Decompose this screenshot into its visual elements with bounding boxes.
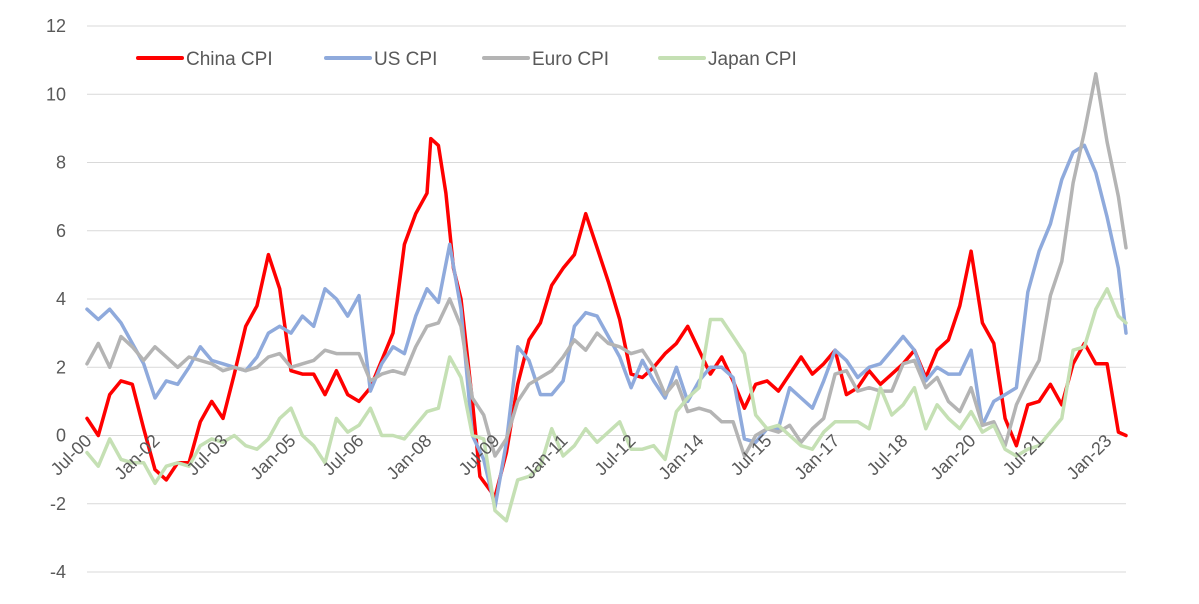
x-tick-label: Jan-08 [382,431,435,484]
series-line-euro-cpi [85,72,1128,458]
series-lines [85,72,1128,523]
series-line-us-cpi [85,143,1128,509]
x-tick-label: Jul-18 [863,431,912,480]
legend-label: US CPI [374,49,437,70]
legend-label: Japan CPI [708,49,797,70]
legend-label: Euro CPI [532,49,609,70]
y-axis: -4 -2 0 2 4 6 8 10 12 [46,16,66,582]
y-tick-label: 8 [56,153,66,173]
x-tick-label: Jan-20 [927,431,980,484]
y-tick-label: 4 [56,289,66,309]
legend: China CPI US CPI Euro CPI Japan CPI [136,49,797,70]
y-tick-label: -4 [50,562,66,582]
legend-label: China CPI [186,49,273,70]
gridlines [87,25,1126,573]
y-tick-label: 2 [56,357,66,377]
series-line-japan-cpi [85,287,1128,523]
y-tick-label: -2 [50,494,66,514]
y-tick-label: 12 [46,16,66,36]
x-tick-label: Jul-12 [591,431,640,480]
y-tick-label: 0 [56,426,66,446]
y-tick-label: 10 [46,84,66,104]
y-tick-label: 6 [56,221,66,241]
x-tick-label: Jan-05 [246,431,299,484]
x-tick-label: Jul-15 [727,431,776,480]
x-tick-label: Jan-23 [1063,431,1116,484]
series-line-china-cpi [85,136,1128,499]
